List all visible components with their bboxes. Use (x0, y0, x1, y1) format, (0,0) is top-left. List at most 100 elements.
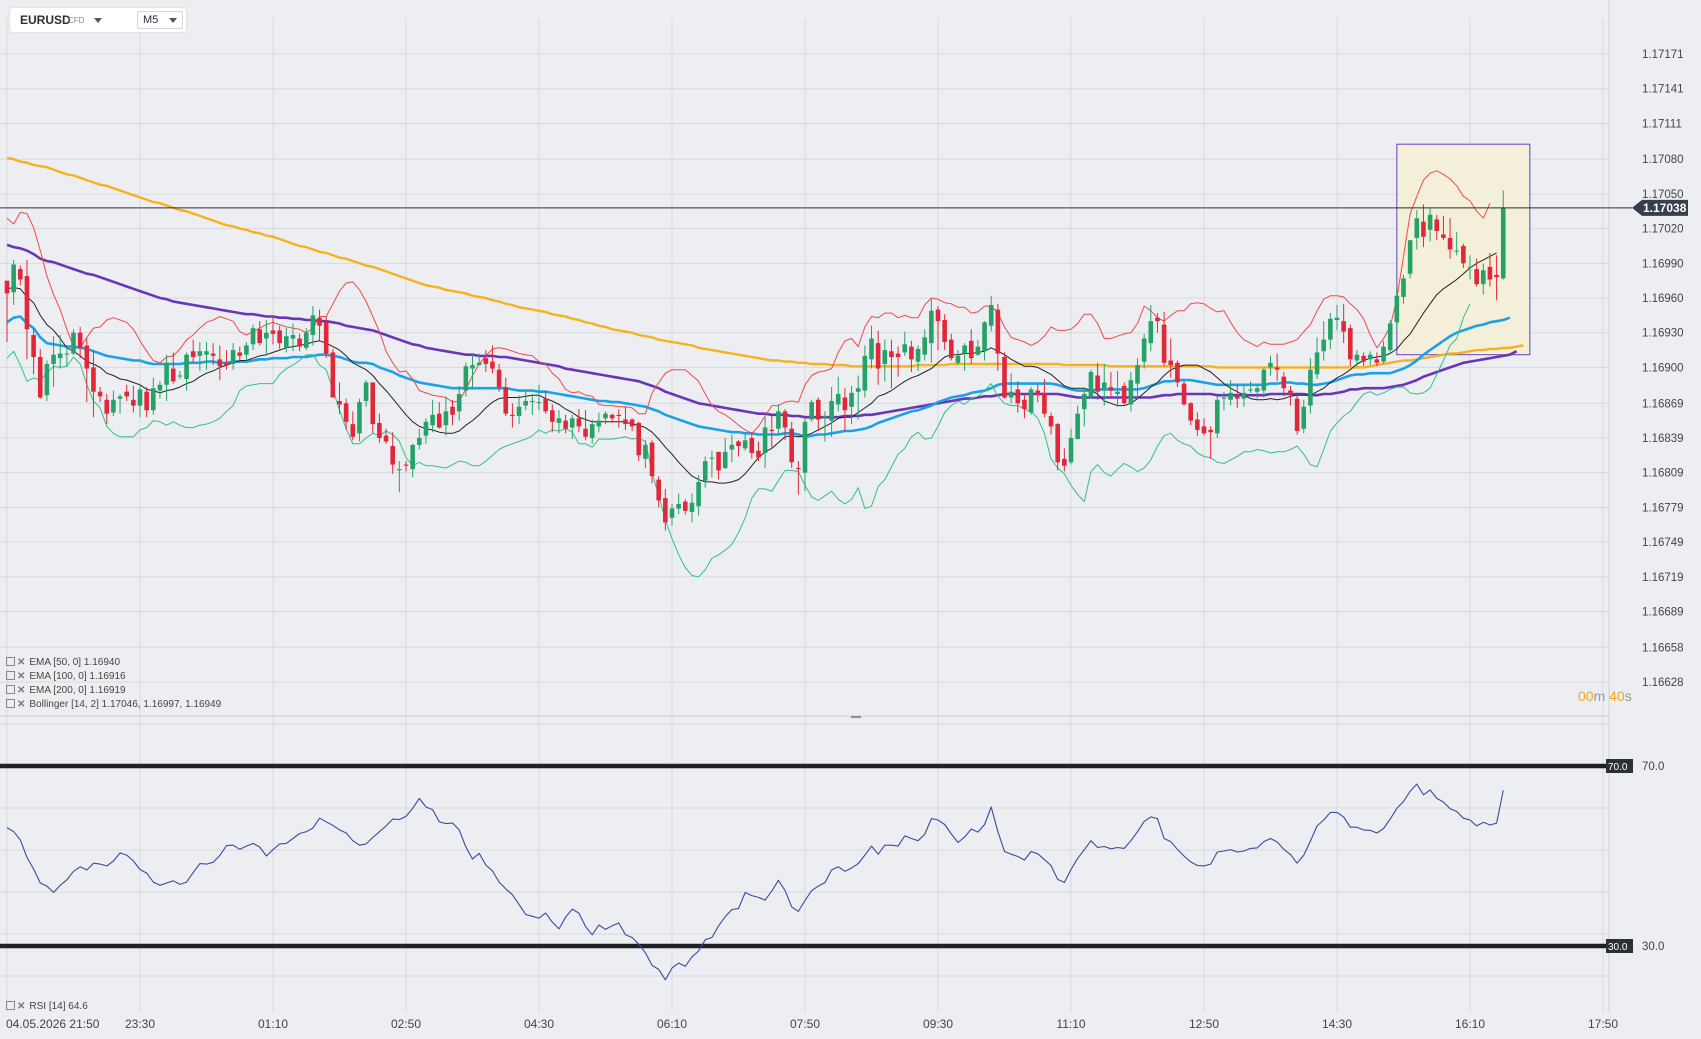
timeframe-select[interactable]: M5 (137, 11, 183, 29)
candle-body (397, 469, 402, 471)
candle-body (257, 329, 262, 344)
candle-body (131, 399, 136, 406)
close-icon[interactable]: ✕ (17, 699, 26, 710)
candle-body (51, 354, 56, 364)
candle-body (1401, 278, 1406, 297)
candle-body (1387, 323, 1393, 351)
candle-body (603, 413, 608, 419)
rsi-level-label: 30.0 (1642, 941, 1664, 953)
candle-body (1381, 346, 1386, 362)
candle-body (1128, 380, 1134, 405)
candle-body (164, 362, 169, 385)
time-tick-label: 04.05.2026 21:50 (6, 1017, 100, 1031)
candle-body (736, 441, 741, 447)
candle-body (995, 309, 1001, 354)
candle-body (1015, 389, 1021, 404)
candle-body (11, 264, 16, 293)
countdown-seconds: 40 (1609, 688, 1625, 704)
candle-body (1068, 437, 1074, 463)
candle-body (929, 310, 934, 344)
candle-body (789, 428, 794, 463)
legend-bollinger: ✕ Bollinger [14, 2] 1.17046, 1.16997, 1.1… (6, 699, 221, 710)
candle-body (922, 337, 927, 355)
candle-body (895, 353, 901, 358)
candle-body (1234, 395, 1240, 399)
candle-body (463, 366, 469, 391)
candle-body (530, 400, 535, 403)
countdown-m-unit: m (1593, 688, 1606, 704)
countdown-s-unit: s (1624, 688, 1632, 704)
candle-body (742, 440, 748, 449)
candle-body (749, 437, 755, 454)
settings-icon[interactable] (6, 1001, 15, 1010)
candle-body (1301, 406, 1307, 429)
candle-body (696, 481, 701, 507)
price-tick-label: 1.16658 (1642, 642, 1684, 654)
settings-icon[interactable] (6, 699, 15, 708)
candle-body (935, 309, 941, 322)
price-tick-label: 1.16839 (1642, 433, 1684, 445)
candle-body (962, 345, 967, 354)
candle-body (1500, 207, 1506, 279)
candle-body (1274, 367, 1280, 370)
chevron-down-icon[interactable] (94, 18, 102, 23)
candle-body (1308, 369, 1313, 406)
candle-body (1268, 362, 1273, 368)
time-tick-label: 17:50 (1588, 1017, 1618, 1031)
settings-icon[interactable] (6, 657, 15, 666)
candle-body (357, 402, 362, 434)
settings-icon[interactable] (6, 685, 15, 694)
candle-body (290, 335, 296, 339)
candle-body (1035, 390, 1041, 396)
candle-body (1374, 359, 1380, 363)
candle-body (97, 391, 103, 397)
candle-body (197, 351, 203, 356)
candle-body (24, 276, 30, 330)
candle-body (1022, 399, 1027, 410)
candle-body (589, 424, 595, 438)
candle-body (224, 362, 229, 366)
time-tick-label: 09:30 (923, 1017, 953, 1031)
candle-body (1328, 318, 1333, 340)
time-tick-label: 06:10 (657, 1017, 687, 1031)
candle-body (1334, 317, 1340, 321)
candle-body (862, 355, 868, 391)
candle-body (1254, 388, 1260, 392)
candle-body (91, 367, 96, 392)
close-icon[interactable]: ✕ (17, 657, 26, 668)
candle-body (1062, 458, 1067, 466)
price-tick-label: 1.16869 (1642, 398, 1684, 410)
candle-body (776, 411, 781, 429)
candle-body (829, 400, 834, 421)
settings-icon[interactable] (6, 671, 15, 680)
candle-body (669, 508, 675, 518)
candle-body (802, 421, 808, 473)
candle-body (343, 403, 349, 422)
legend-rsi-label: RSI [14] 64.6 (29, 1001, 88, 1012)
candle-body (1175, 362, 1180, 383)
candle-body (1228, 392, 1233, 400)
chevron-down-icon[interactable] (169, 18, 177, 23)
candle-body (656, 479, 661, 501)
symbol-name[interactable]: EURUSD (20, 13, 71, 27)
candle-body (1148, 321, 1154, 344)
close-icon[interactable]: ✕ (17, 671, 26, 682)
candle-body (762, 427, 768, 454)
candle-body (1082, 394, 1087, 410)
candle-body (1427, 214, 1433, 230)
close-icon[interactable]: ✕ (17, 685, 26, 696)
candle-body (1055, 424, 1060, 463)
candle-body (882, 350, 888, 364)
candle-body (949, 339, 954, 359)
close-icon[interactable]: ✕ (17, 1001, 26, 1012)
candle-body (516, 406, 522, 416)
candle-body (583, 428, 588, 437)
candle-body (1441, 234, 1446, 238)
candle-body (1314, 352, 1320, 375)
candle-body (144, 391, 149, 411)
candle-body (510, 414, 515, 416)
candle-body (855, 388, 861, 392)
candle-body (430, 414, 435, 426)
candle-body (330, 352, 336, 398)
